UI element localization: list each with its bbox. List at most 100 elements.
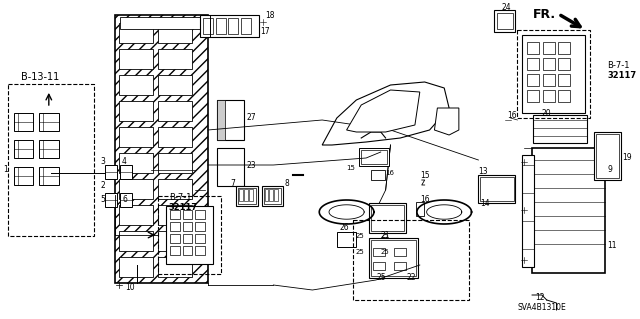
Text: 14: 14 (481, 199, 490, 209)
Bar (371, 205, 404, 231)
Bar (13, 167, 33, 185)
Text: 25: 25 (381, 233, 390, 239)
Text: 22: 22 (406, 273, 415, 283)
Text: B-7-1: B-7-1 (607, 61, 630, 70)
Text: 25: 25 (377, 273, 387, 283)
Text: 1: 1 (3, 166, 8, 174)
Bar (543, 90, 554, 102)
Bar (158, 49, 193, 69)
Text: 12: 12 (535, 293, 545, 302)
Bar (119, 205, 153, 225)
Bar (120, 193, 132, 207)
Bar (195, 246, 205, 255)
Bar (527, 90, 539, 102)
Bar (394, 262, 406, 270)
Polygon shape (288, 58, 483, 215)
Bar (497, 13, 513, 29)
Bar (494, 10, 515, 32)
Text: 4: 4 (122, 158, 127, 167)
Bar (119, 49, 153, 69)
Bar (543, 74, 554, 86)
Text: 25: 25 (355, 249, 364, 255)
Bar (158, 23, 193, 43)
Bar (158, 75, 193, 95)
Bar (216, 18, 225, 34)
Bar (543, 58, 554, 70)
Text: 20: 20 (542, 108, 552, 117)
Bar (39, 140, 59, 158)
Bar (119, 23, 153, 43)
Text: 9: 9 (607, 166, 612, 174)
Bar (119, 257, 153, 277)
Bar (158, 127, 193, 147)
Bar (228, 18, 238, 34)
Bar (478, 175, 515, 203)
Bar (416, 202, 424, 216)
Bar (517, 30, 589, 118)
Bar (269, 189, 273, 201)
Bar (264, 188, 281, 204)
Bar (359, 148, 388, 166)
Bar (39, 167, 59, 185)
Bar (203, 18, 213, 34)
Bar (264, 189, 268, 201)
Bar (119, 179, 153, 199)
Bar (8, 84, 93, 236)
Text: 25: 25 (355, 233, 364, 239)
Bar (195, 234, 205, 243)
Bar (373, 248, 385, 256)
Bar (522, 35, 585, 113)
Bar (170, 210, 180, 219)
Bar (481, 177, 513, 201)
FancyArrow shape (591, 68, 613, 80)
Bar (195, 210, 205, 219)
Bar (119, 75, 153, 95)
Text: 8: 8 (284, 180, 289, 189)
Bar (158, 153, 193, 173)
Bar (182, 234, 193, 243)
Bar (217, 148, 244, 186)
Bar (371, 240, 416, 276)
Bar (119, 231, 153, 251)
Text: 10: 10 (125, 284, 134, 293)
Bar (559, 58, 570, 70)
Text: 32117: 32117 (607, 71, 636, 80)
Bar (195, 222, 205, 231)
Bar (527, 74, 539, 86)
Bar (369, 238, 418, 278)
Bar (182, 222, 193, 231)
Bar (236, 186, 258, 206)
Bar (217, 100, 244, 140)
Text: 16: 16 (508, 110, 517, 120)
Bar (119, 153, 153, 173)
Bar (559, 74, 570, 86)
Bar (373, 262, 385, 270)
Bar (559, 90, 570, 102)
Text: 5: 5 (100, 196, 106, 204)
Bar (244, 189, 248, 201)
Text: 23: 23 (246, 160, 255, 169)
Text: 18: 18 (266, 11, 275, 20)
Bar (200, 15, 259, 37)
Bar (106, 165, 117, 179)
Bar (13, 140, 33, 158)
Bar (182, 246, 193, 255)
Bar (158, 231, 193, 251)
Text: 19: 19 (622, 153, 632, 162)
Bar (106, 193, 117, 207)
Text: 32117: 32117 (169, 203, 198, 211)
Bar (158, 196, 221, 274)
Bar (119, 101, 153, 121)
Bar (238, 188, 256, 204)
Bar (532, 148, 605, 273)
Bar (593, 132, 621, 180)
Bar (158, 179, 193, 199)
Text: 2: 2 (100, 181, 106, 189)
Bar (182, 210, 193, 219)
Text: B-13-11: B-13-11 (22, 72, 60, 82)
Text: 3: 3 (100, 158, 106, 167)
Bar (115, 15, 208, 283)
Bar (543, 42, 554, 54)
Bar (39, 113, 59, 131)
Text: 6: 6 (122, 196, 127, 204)
